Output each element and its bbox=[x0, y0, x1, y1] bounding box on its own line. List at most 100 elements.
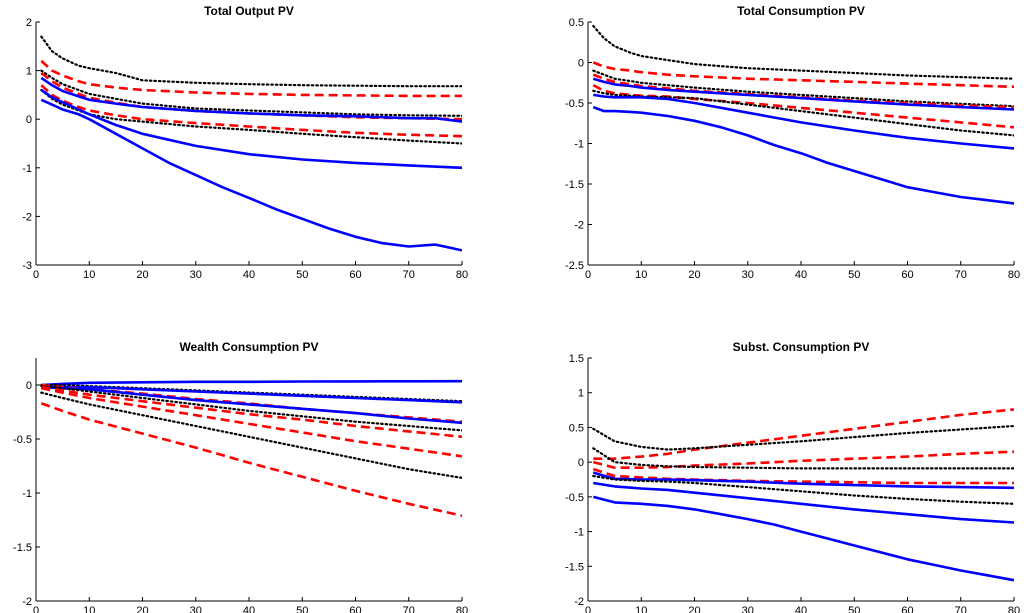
chart-title: Wealth Consumption PV bbox=[179, 340, 318, 354]
y-tick-label: -1.5 bbox=[565, 179, 584, 191]
y-tick-label: 0 bbox=[26, 114, 32, 126]
x-tick-label: 80 bbox=[1008, 269, 1020, 281]
x-tick-label: 0 bbox=[33, 605, 39, 613]
x-tick-label: 70 bbox=[403, 269, 415, 281]
y-tick-label: -2 bbox=[22, 596, 32, 608]
series-line-7 bbox=[592, 89, 1014, 137]
series-line-3 bbox=[592, 450, 1014, 469]
x-tick-label: 20 bbox=[688, 605, 700, 613]
x-tick-label: 10 bbox=[83, 605, 95, 613]
series-line-7 bbox=[41, 385, 462, 439]
chart-panel-3: Wealth Consumption PV 0 10 20 30 40 50 60 70 80 -2… bbox=[13, 340, 468, 613]
series-line-3 bbox=[592, 69, 1014, 108]
chart-title: Total Consumption PV bbox=[737, 4, 865, 18]
x-tick-label: 0 bbox=[33, 269, 39, 281]
x-tick-label: 60 bbox=[901, 269, 913, 281]
x-tick-label: 70 bbox=[955, 269, 967, 281]
x-tick-label: 20 bbox=[136, 605, 148, 613]
series-line-8 bbox=[593, 481, 1014, 524]
series-line-8 bbox=[40, 88, 462, 170]
x-tick-label: 10 bbox=[635, 605, 647, 613]
y-tick-label: -2 bbox=[574, 220, 584, 232]
x-tick-label: 10 bbox=[83, 269, 95, 281]
y-tick-label: -1 bbox=[574, 527, 584, 539]
series-group bbox=[592, 24, 1014, 205]
chart-title: Subst. Consumption PV bbox=[733, 340, 870, 354]
x-tick-label: 50 bbox=[296, 605, 308, 613]
series-line-2 bbox=[40, 59, 462, 98]
series-line-1 bbox=[593, 408, 1014, 460]
x-tick-label: 20 bbox=[688, 269, 700, 281]
y-tick-label: -1 bbox=[22, 488, 32, 500]
y-tick-label: -1.5 bbox=[565, 561, 584, 573]
x-tick-label: 60 bbox=[349, 269, 361, 281]
y-tick-label: 0 bbox=[578, 457, 584, 469]
x-tick-label: 50 bbox=[848, 605, 860, 613]
series-line-5 bbox=[41, 385, 462, 425]
x-tick-label: 0 bbox=[585, 605, 591, 613]
y-tick-label: -0.5 bbox=[565, 492, 584, 504]
y-tick-label: 2 bbox=[26, 17, 32, 29]
y-tick-label: -0.5 bbox=[13, 434, 32, 446]
y-tick-label: 1 bbox=[26, 66, 32, 78]
chart-panel-2: Total Consumption PV 0 10 20 30 40 50 60 70 80 -2.… bbox=[565, 4, 1020, 281]
series-line-4 bbox=[592, 447, 1014, 470]
x-tick-label: 40 bbox=[795, 269, 807, 281]
series-line-5 bbox=[40, 76, 462, 123]
chart-title: Total Output PV bbox=[204, 4, 294, 18]
series-line-8 bbox=[41, 386, 462, 458]
x-tick-label: 30 bbox=[190, 269, 202, 281]
y-tick-label: -1.5 bbox=[13, 542, 32, 554]
x-tick-label: 70 bbox=[955, 605, 967, 613]
series-group bbox=[40, 35, 462, 252]
x-tick-label: 80 bbox=[456, 605, 468, 613]
x-tick-label: 60 bbox=[349, 605, 361, 613]
series-line-3 bbox=[40, 69, 462, 117]
y-tick-label: 0.5 bbox=[569, 422, 584, 434]
series-line-9 bbox=[592, 495, 1014, 582]
y-tick-label: -0.5 bbox=[565, 98, 584, 110]
x-tick-label: 80 bbox=[1008, 605, 1020, 613]
y-tick-label: 0 bbox=[578, 58, 584, 70]
chart-panel-1: Total Output PV 0 10 20 30 40 50 60 70 80 -3 -2 -1 0 1… bbox=[22, 4, 468, 281]
y-tick-label: 1 bbox=[578, 388, 584, 400]
y-tick-label: -3 bbox=[22, 260, 32, 272]
series-line-10 bbox=[40, 402, 462, 517]
x-tick-label: 30 bbox=[190, 605, 202, 613]
y-tick-label: -2.5 bbox=[565, 260, 584, 272]
x-tick-label: 20 bbox=[136, 269, 148, 281]
series-group bbox=[40, 379, 462, 517]
x-tick-label: 30 bbox=[742, 269, 754, 281]
x-tick-label: 0 bbox=[585, 269, 591, 281]
series-line-2 bbox=[592, 61, 1014, 89]
x-tick-label: 60 bbox=[901, 605, 913, 613]
series-line-6 bbox=[592, 84, 1014, 129]
series-line-5 bbox=[592, 77, 1014, 111]
series-line-1 bbox=[592, 24, 1014, 80]
series-line-6 bbox=[592, 471, 1014, 490]
series-line-8 bbox=[593, 93, 1014, 150]
y-tick-label: -1 bbox=[22, 163, 32, 175]
series-line-9 bbox=[40, 391, 462, 479]
x-tick-label: 30 bbox=[742, 605, 754, 613]
x-tick-label: 70 bbox=[403, 605, 415, 613]
y-tick-label: -2 bbox=[22, 211, 32, 223]
series-line-7 bbox=[40, 88, 462, 145]
y-tick-label: -2 bbox=[574, 596, 584, 608]
x-tick-label: 40 bbox=[243, 605, 255, 613]
x-tick-label: 80 bbox=[456, 269, 468, 281]
x-tick-label: 40 bbox=[795, 605, 807, 613]
y-tick-label: 0.5 bbox=[569, 17, 584, 29]
y-tick-label: 1.5 bbox=[569, 353, 584, 365]
x-tick-label: 50 bbox=[296, 269, 308, 281]
series-line-1 bbox=[41, 379, 462, 387]
series-line-9 bbox=[40, 98, 462, 252]
x-tick-label: 50 bbox=[848, 269, 860, 281]
series-line-9 bbox=[592, 105, 1014, 205]
y-tick-label: -1 bbox=[574, 139, 584, 151]
series-line-1 bbox=[40, 35, 462, 88]
series-line-7 bbox=[592, 474, 1014, 505]
series-line-2 bbox=[592, 424, 1014, 451]
chart-panel-4: Subst. Consumption PV0 10 20 30 40 50 60 70 80-2… bbox=[565, 340, 1020, 613]
